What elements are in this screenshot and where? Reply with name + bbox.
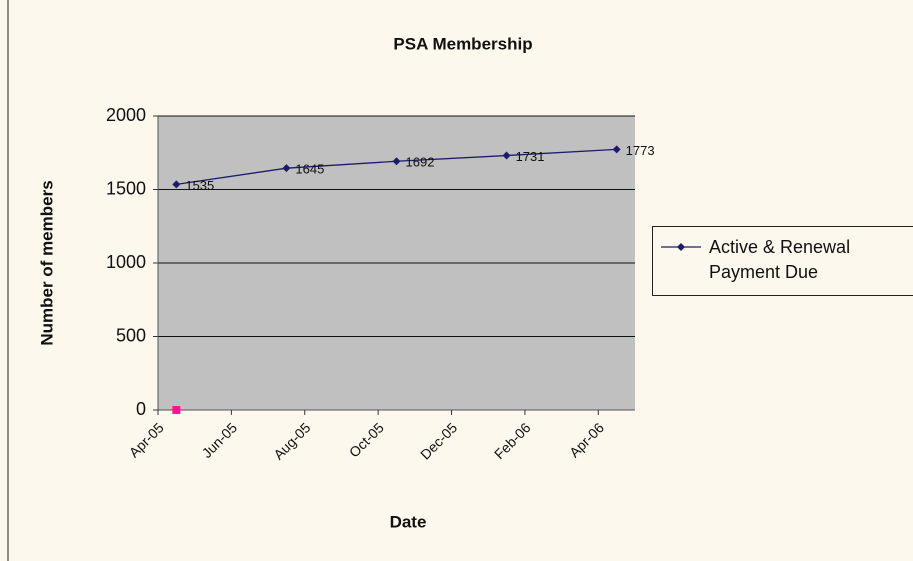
data-point [392,157,401,166]
data-label: 1773 [626,143,655,158]
data-label: 1645 [295,162,324,177]
data-point [282,164,291,173]
y-axis-label: Number of members [37,180,56,345]
x-tick-label: Jun-05 [199,419,241,461]
chart-title: PSA Membership [393,34,532,53]
chart-frame [7,0,9,561]
x-tick-label: Aug-05 [270,419,313,462]
y-tick-label: 0 [136,399,146,419]
x-tick-label: Dec-05 [417,419,460,462]
y-tick-label: 1000 [106,252,146,272]
x-tick-label: Feb-06 [491,419,534,462]
data-label: 1731 [516,149,545,164]
data-point [612,145,621,154]
legend-key [661,243,701,251]
x-tick-label: Apr-06 [566,419,607,460]
x-tick-label: Apr-05 [126,419,167,460]
data-label: 1692 [406,155,435,170]
data-point [502,151,511,160]
y-tick-label: 1500 [106,178,146,198]
x-axis-label: Date [390,512,427,531]
x-tick-label: Oct-05 [346,419,387,460]
data-point [172,180,181,189]
y-tick-label: 2000 [106,105,146,125]
data-label: 1535 [185,178,214,193]
data-point [172,406,181,414]
y-tick-label: 500 [116,325,146,345]
legend-marker [677,243,685,251]
legend-label: Active & Renewal Payment Due [709,237,851,282]
legend: Active & Renewal Payment Due [652,226,913,296]
